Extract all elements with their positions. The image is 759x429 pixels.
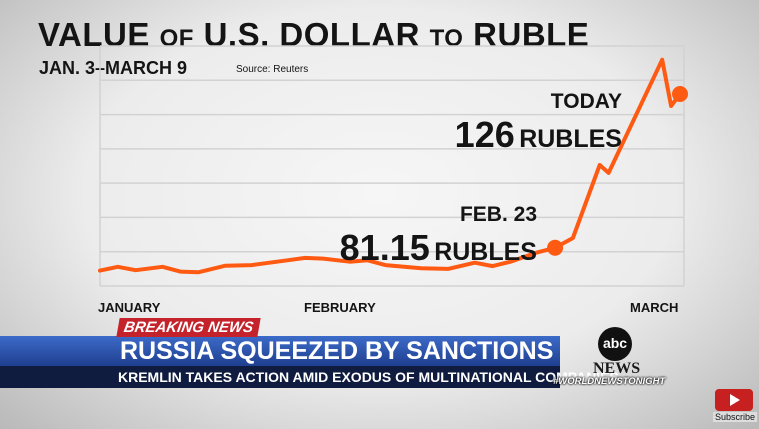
x-tick-february: FEBRUARY bbox=[304, 300, 376, 315]
x-tick-january: JANUARY bbox=[98, 300, 161, 315]
annotation-today: TODAY 126 RUBLES bbox=[455, 90, 622, 156]
annotation-feb23-label: FEB. 23 bbox=[459, 203, 537, 226]
headline-text: RUSSIA SQUEEZED BY SANCTIONS bbox=[120, 337, 554, 365]
annotation-feb23-unit: RUBLES bbox=[434, 238, 537, 266]
chart-subtitle: JAN. 3–MARCH 9 bbox=[39, 58, 188, 78]
annotation-today-value: 126 bbox=[454, 114, 515, 155]
hashtag-text: #WORLDNEWSTONIGHT bbox=[553, 376, 666, 387]
annotation-feb23-value: 81.15 bbox=[339, 227, 430, 268]
annotation-today-unit: RUBLES bbox=[519, 125, 622, 153]
breaking-news-tag: BREAKING NEWS bbox=[116, 318, 261, 337]
annotation-feb23: FEB. 23 81.15 RUBLES bbox=[340, 203, 537, 269]
x-tick-march: MARCH bbox=[630, 300, 679, 315]
chart-title: VALUE OF U.S. DOLLAR TO RUBLE bbox=[38, 16, 590, 53]
chart-markers bbox=[547, 86, 688, 256]
subscribe-label[interactable]: Subscribe bbox=[713, 412, 758, 422]
annotation-today-label: TODAY bbox=[550, 90, 622, 113]
today-point-marker bbox=[672, 86, 688, 102]
play-icon bbox=[730, 394, 740, 406]
chart-source: Source: Reuters bbox=[236, 64, 309, 75]
headline-bar bbox=[0, 336, 560, 366]
feb23-point-marker bbox=[547, 239, 564, 256]
abc-logo-icon: abc bbox=[598, 327, 632, 361]
subheadline-bar bbox=[0, 366, 560, 388]
abc-news-wordmark: NEWS bbox=[593, 360, 641, 377]
series-line bbox=[98, 57, 682, 275]
chart-grid bbox=[99, 45, 685, 287]
subheadline-text: KREMLIN TAKES ACTION AMID EXODUS OF MULT… bbox=[118, 369, 619, 385]
